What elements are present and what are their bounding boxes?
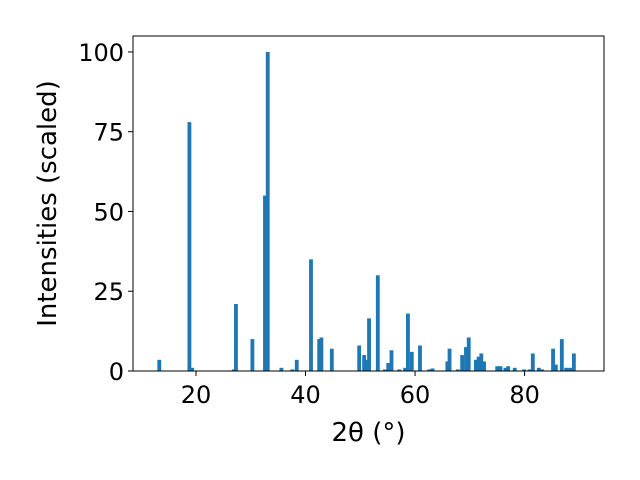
bar <box>512 367 517 371</box>
bar <box>445 361 450 371</box>
x-tick-label: 40 <box>290 381 321 409</box>
bar <box>498 366 503 371</box>
bar <box>364 359 369 371</box>
bar <box>389 350 394 371</box>
bar <box>540 369 545 371</box>
bar <box>473 359 478 371</box>
bar <box>506 366 511 371</box>
bar <box>522 369 526 371</box>
bar <box>495 366 500 371</box>
bar <box>357 345 362 371</box>
y-tick-label: 0 <box>109 358 124 386</box>
y-tick-label: 75 <box>93 119 124 147</box>
bar <box>290 369 295 371</box>
bar <box>265 51 270 371</box>
bar <box>476 356 481 371</box>
bar <box>447 348 452 371</box>
bar-series <box>157 51 576 371</box>
bar <box>482 361 486 371</box>
y-axis-label: Intensities (scaled) <box>33 80 63 327</box>
bar <box>362 355 367 371</box>
bar <box>294 359 299 371</box>
bar <box>157 359 162 371</box>
y-tick-label: 100 <box>78 39 124 67</box>
bar <box>559 339 564 371</box>
bar <box>263 195 267 371</box>
bar <box>317 339 322 371</box>
bar <box>329 348 334 371</box>
bar <box>231 369 236 371</box>
bar <box>503 367 508 371</box>
bar <box>383 369 387 371</box>
bar <box>409 351 414 371</box>
x-tick-label: 20 <box>181 381 212 409</box>
bar <box>406 313 410 371</box>
bar <box>430 368 435 371</box>
bar <box>568 367 572 371</box>
bar <box>536 367 541 371</box>
bar <box>460 355 465 371</box>
bar <box>309 259 313 371</box>
plot-frame <box>132 35 605 372</box>
bar <box>190 367 195 371</box>
x-tick-label: 60 <box>400 381 431 409</box>
y-axis-ticks: 0 25 50 75 100 <box>78 39 133 386</box>
bar <box>250 339 255 371</box>
bar <box>427 369 432 371</box>
bar <box>466 337 471 371</box>
bar <box>367 318 371 371</box>
bar <box>479 353 484 371</box>
bar <box>418 345 422 371</box>
x-axis-label: 2θ (°) <box>331 418 405 448</box>
x-axis-ticks: 20 40 60 80 <box>181 371 540 409</box>
bar <box>571 353 576 371</box>
bar <box>375 275 380 371</box>
y-tick-label: 50 <box>93 198 124 226</box>
bar <box>386 363 391 371</box>
y-tick-label: 25 <box>93 278 124 306</box>
bar <box>319 337 324 371</box>
bar <box>553 364 558 371</box>
bar <box>279 367 284 371</box>
bar <box>234 304 238 371</box>
bar <box>527 369 532 371</box>
bar <box>455 369 460 371</box>
bar <box>187 122 192 371</box>
bar <box>564 367 569 371</box>
bar <box>551 348 555 371</box>
bar <box>530 353 535 371</box>
bar <box>397 369 402 371</box>
bar <box>403 367 408 371</box>
x-tick-label: 80 <box>509 381 540 409</box>
bar <box>464 347 468 371</box>
